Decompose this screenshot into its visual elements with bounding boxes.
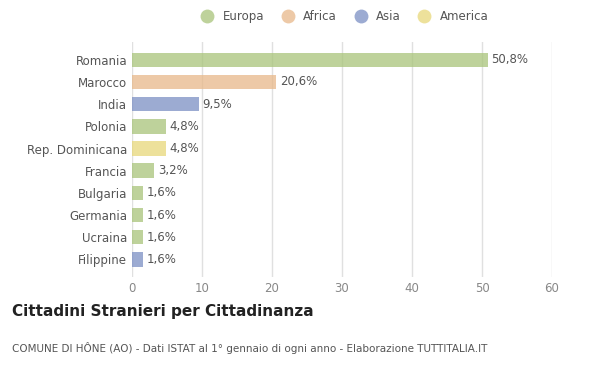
Bar: [132, 75, 276, 89]
Bar: [132, 230, 143, 244]
Bar: [132, 252, 143, 267]
Legend: Europa, Africa, Asia, America: Europa, Africa, Asia, America: [191, 5, 493, 28]
Text: Cittadini Stranieri per Cittadinanza: Cittadini Stranieri per Cittadinanza: [12, 304, 314, 319]
Text: 20,6%: 20,6%: [280, 75, 317, 89]
Bar: [132, 97, 199, 111]
Text: 1,6%: 1,6%: [146, 187, 176, 200]
Text: 3,2%: 3,2%: [158, 164, 188, 177]
Text: 4,8%: 4,8%: [169, 142, 199, 155]
Bar: [132, 186, 143, 200]
Text: COMUNE DI HÔNE (AO) - Dati ISTAT al 1° gennaio di ogni anno - Elaborazione TUTTI: COMUNE DI HÔNE (AO) - Dati ISTAT al 1° g…: [12, 342, 487, 354]
Text: 9,5%: 9,5%: [202, 98, 232, 111]
Bar: [132, 208, 143, 222]
Text: 1,6%: 1,6%: [146, 231, 176, 244]
Bar: [132, 141, 166, 156]
Bar: [132, 52, 488, 67]
Text: 1,6%: 1,6%: [146, 253, 176, 266]
Text: 1,6%: 1,6%: [146, 209, 176, 222]
Text: 50,8%: 50,8%: [491, 53, 528, 66]
Bar: [132, 119, 166, 133]
Text: 4,8%: 4,8%: [169, 120, 199, 133]
Bar: [132, 163, 154, 178]
